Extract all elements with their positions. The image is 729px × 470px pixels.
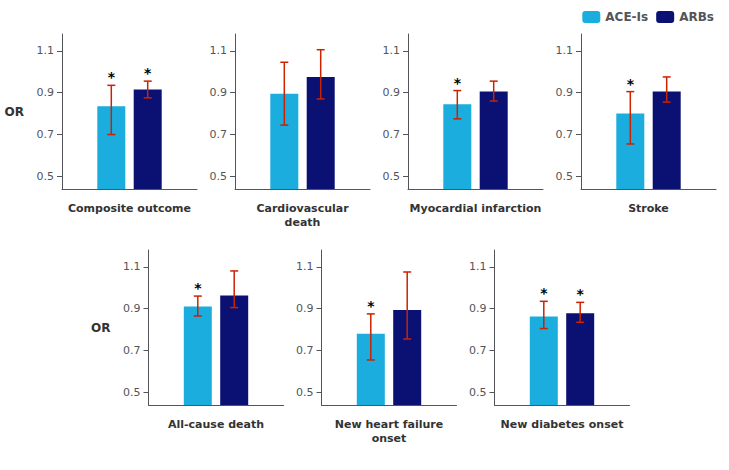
svg-text:1.1: 1.1 xyxy=(296,260,314,273)
svg-text:Cardiovascular: Cardiovascular xyxy=(256,202,349,215)
svg-text:0.7: 0.7 xyxy=(37,128,55,141)
svg-text:1.1: 1.1 xyxy=(469,260,487,273)
svg-text:New heart failure: New heart failure xyxy=(335,418,443,431)
svg-text:0.7: 0.7 xyxy=(469,344,487,357)
svg-text:Myocardial infarction: Myocardial infarction xyxy=(410,202,542,215)
svg-text:0.7: 0.7 xyxy=(210,128,228,141)
svg-text:Composite outcome: Composite outcome xyxy=(68,202,191,215)
svg-text:0.7: 0.7 xyxy=(556,128,574,141)
svg-text:0.5: 0.5 xyxy=(296,386,314,399)
svg-text:ARBs: ARBs xyxy=(679,10,714,24)
svg-text:All-cause death: All-cause death xyxy=(168,418,264,431)
svg-text:1.1: 1.1 xyxy=(37,44,55,57)
svg-text:1.1: 1.1 xyxy=(123,260,141,273)
svg-text:0.9: 0.9 xyxy=(556,86,574,99)
svg-text:0.9: 0.9 xyxy=(469,302,487,315)
svg-text:*: * xyxy=(540,285,548,301)
svg-text:0.5: 0.5 xyxy=(123,386,141,399)
svg-text:0.9: 0.9 xyxy=(123,302,141,315)
svg-text:0.9: 0.9 xyxy=(37,86,55,99)
svg-text:Stroke: Stroke xyxy=(628,202,669,215)
svg-text:0.9: 0.9 xyxy=(383,86,401,99)
svg-text:1.1: 1.1 xyxy=(383,44,401,57)
svg-text:0.9: 0.9 xyxy=(296,302,314,315)
svg-text:1.1: 1.1 xyxy=(210,44,228,57)
svg-text:0.9: 0.9 xyxy=(210,86,228,99)
svg-text:*: * xyxy=(627,76,635,92)
svg-text:death: death xyxy=(285,216,321,229)
svg-text:0.5: 0.5 xyxy=(383,170,401,183)
svg-text:0.5: 0.5 xyxy=(37,170,55,183)
svg-text:*: * xyxy=(577,286,585,302)
svg-text:OR: OR xyxy=(5,105,24,119)
svg-text:OR: OR xyxy=(91,321,110,335)
svg-text:0.5: 0.5 xyxy=(469,386,487,399)
svg-text:*: * xyxy=(194,280,202,296)
svg-text:ACE-Is: ACE-Is xyxy=(605,10,648,24)
svg-text:onset: onset xyxy=(372,432,407,445)
svg-text:*: * xyxy=(367,298,375,314)
svg-text:New diabetes onset: New diabetes onset xyxy=(501,418,624,431)
svg-text:*: * xyxy=(454,75,462,91)
svg-text:*: * xyxy=(108,69,116,85)
svg-text:0.7: 0.7 xyxy=(123,344,141,357)
svg-text:0.5: 0.5 xyxy=(556,170,574,183)
svg-text:1.1: 1.1 xyxy=(556,44,574,57)
svg-text:*: * xyxy=(144,65,152,81)
svg-text:0.7: 0.7 xyxy=(296,344,314,357)
svg-text:0.5: 0.5 xyxy=(210,170,228,183)
svg-text:0.7: 0.7 xyxy=(383,128,401,141)
